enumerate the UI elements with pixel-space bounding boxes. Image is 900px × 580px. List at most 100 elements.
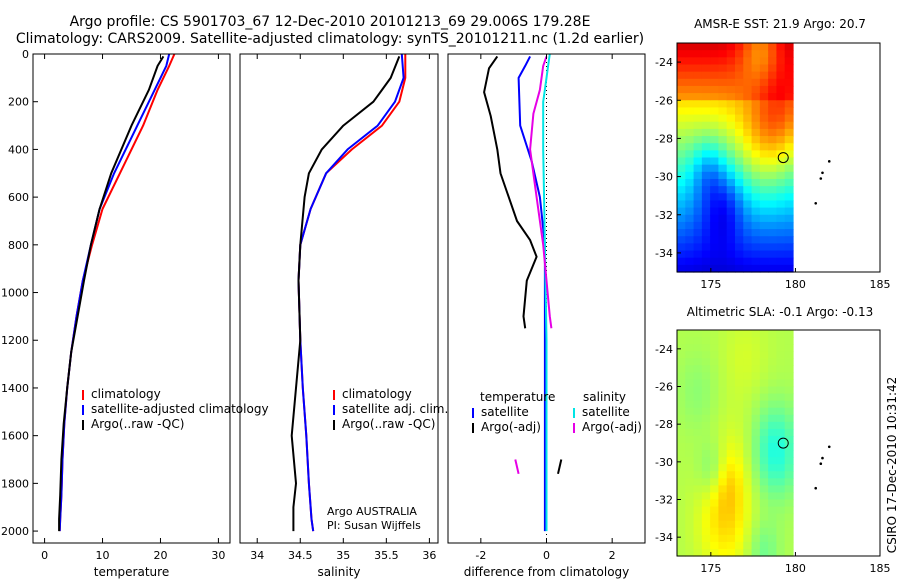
map-cell: [701, 214, 711, 223]
map-cell: [710, 157, 720, 166]
map-cell: [759, 485, 769, 494]
map-cell: [726, 534, 736, 543]
map-cell: [718, 435, 728, 444]
map-cell: [677, 407, 686, 416]
map-cell: [718, 478, 728, 486]
map-cell: [735, 478, 744, 486]
map-cell: [784, 71, 794, 80]
map-cell: [776, 85, 786, 94]
map-cell: [685, 478, 695, 486]
map-cell: [743, 214, 753, 223]
map-cell: [726, 157, 736, 166]
panel-difference: -2 0 2 difference from climatology temperatu…: [447, 53, 646, 579]
map-cell: [710, 107, 720, 116]
map-cell: [751, 471, 761, 479]
map-cell: [735, 100, 744, 109]
x-tick-label: 0: [41, 549, 48, 562]
map-cell: [718, 171, 728, 180]
map-cell: [685, 393, 695, 402]
map-cell: [735, 71, 744, 80]
map-cell: [693, 157, 703, 166]
map-cell: [743, 171, 753, 180]
map-cell: [677, 50, 686, 58]
map-cell: [784, 136, 794, 144]
map-cell: [677, 200, 686, 209]
map-cell: [751, 400, 761, 409]
map-cell: [718, 527, 728, 536]
map-cell: [726, 200, 736, 209]
map-cell: [685, 485, 695, 494]
map-cell: [768, 193, 778, 202]
map-cell: [735, 193, 744, 202]
map-cell: [735, 178, 744, 187]
map-cell: [710, 407, 720, 416]
map-cell: [735, 157, 744, 166]
map-cell: [735, 443, 744, 451]
map-cell: [776, 243, 786, 252]
map-cell: [677, 128, 686, 137]
map-cell: [710, 457, 720, 465]
map-cell: [735, 400, 744, 409]
map-cell: [784, 337, 794, 345]
map-cell: [768, 150, 778, 159]
map-cell: [784, 450, 794, 458]
map-cell: [751, 257, 761, 266]
difference-series-5: [557, 459, 563, 475]
map-cell: [759, 435, 769, 444]
map-cell: [718, 492, 728, 501]
map-cell: [768, 107, 778, 116]
map-cell: [718, 229, 728, 237]
map-cell: [677, 464, 686, 472]
map-cell: [743, 450, 753, 458]
map-cell: [759, 93, 769, 101]
map-cell: [784, 107, 794, 116]
map-cell: [768, 330, 778, 338]
map-cell: [701, 520, 711, 529]
map-cell: [776, 128, 786, 137]
map-cell: [735, 43, 744, 51]
map-cell: [718, 50, 728, 58]
map-cell: [677, 541, 686, 550]
map-cell: [693, 193, 703, 202]
map-cell: [759, 78, 769, 87]
map-cell: [751, 114, 761, 123]
map-cell: [784, 457, 794, 465]
difference-series-3: [529, 56, 553, 329]
x-tick-label: 35: [336, 549, 350, 562]
map-cell: [701, 128, 711, 137]
map-cell: [768, 207, 778, 216]
map-cell: [718, 214, 728, 223]
map-cell: [735, 143, 744, 151]
map-cell: [759, 443, 769, 451]
x-tick-label: 20: [153, 549, 167, 562]
map-cell: [718, 236, 728, 244]
map-cell: [710, 243, 720, 252]
map-cell: [784, 520, 794, 529]
map-cell: [784, 541, 794, 550]
map-cell: [743, 121, 753, 130]
map-cell: [701, 379, 711, 388]
map-cell: [759, 50, 769, 58]
map-cell: [693, 250, 703, 259]
map-cell: [677, 221, 686, 230]
map-cell: [710, 400, 720, 409]
map-cell: [726, 443, 736, 451]
map-cell: [726, 264, 736, 273]
map-cell: [710, 365, 720, 373]
map-cell: [735, 85, 744, 94]
map-cell: [743, 164, 753, 173]
map-cell: [685, 43, 695, 51]
map-cell: [735, 435, 744, 444]
y-tick-label: -30: [655, 171, 673, 184]
map-cell: [726, 393, 736, 402]
map-cell: [685, 85, 695, 94]
map-cell: [718, 150, 728, 159]
map-cell: [685, 407, 695, 416]
map-cell: [677, 485, 686, 494]
map-cell: [685, 178, 695, 187]
map-cell: [685, 57, 695, 66]
map-cell: [759, 386, 769, 395]
map-cell: [743, 372, 753, 381]
map-cell: [726, 107, 736, 116]
map-cell: [751, 50, 761, 58]
